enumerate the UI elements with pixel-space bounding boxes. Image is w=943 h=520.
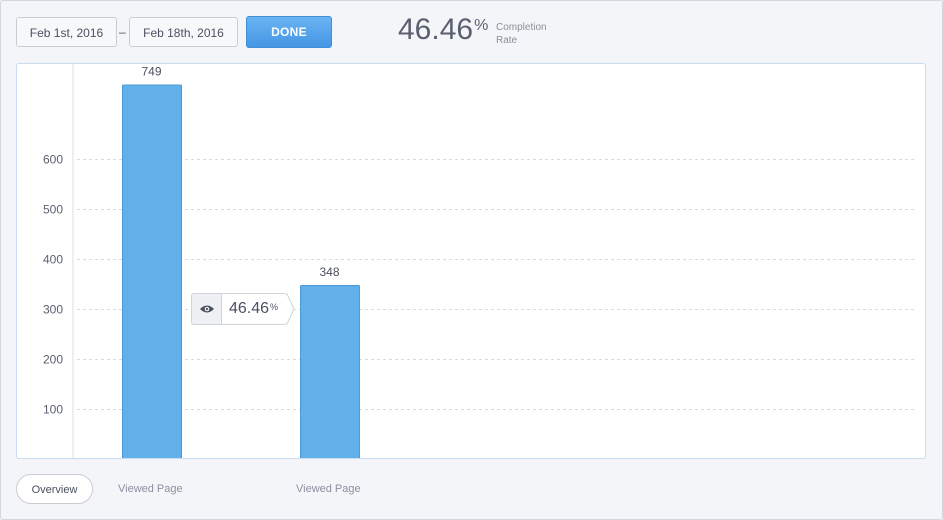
y-tick-label: 500 [43,203,63,217]
funnel-chart-svg: 100 200 300 400 500 600 749 348 [43,64,917,458]
completion-rate-label-line-2: Rate [496,35,518,46]
bar [122,84,182,458]
conversion-flag-value: 46.46% [221,293,285,325]
completion-rate-number: 46.46 [398,13,474,46]
completion-rate-label-line-1: Completion [496,22,547,33]
bar-value-label: 749 [141,65,161,79]
conversion-flag-percent: % [270,302,279,312]
tab-viewed-page-2[interactable]: Viewed Page [296,483,361,495]
funnel-chart: 100 200 300 400 500 600 749 348 [16,63,926,459]
completion-rate-percent: % [474,17,489,34]
completion-rate-label: Completion Rate [496,21,566,47]
bar [300,285,360,458]
tab-overview[interactable]: Overview [16,474,93,504]
bar-value-label: 348 [319,265,339,279]
y-tick-label: 600 [43,153,63,167]
date-start-picker[interactable]: Feb 1st, 2016 [16,17,117,47]
conversion-flag-arrow [284,293,295,325]
y-tick-label: 400 [43,253,63,267]
conversion-flag-icon-box [191,293,221,325]
date-separator: – [119,25,126,39]
tab-viewed-page-1[interactable]: Viewed Page [118,483,183,495]
y-tick-label: 200 [43,353,63,367]
conversion-flag: 46.46% [191,293,296,325]
eye-icon [199,305,214,313]
done-button[interactable]: DONE [246,16,332,48]
completion-rate-value: 46.46% [398,13,488,47]
conversion-flag-number: 46.46 [229,300,270,317]
y-tick-label: 300 [43,303,63,317]
date-end-picker[interactable]: Feb 18th, 2016 [129,17,238,47]
y-tick-label: 100 [43,403,63,417]
